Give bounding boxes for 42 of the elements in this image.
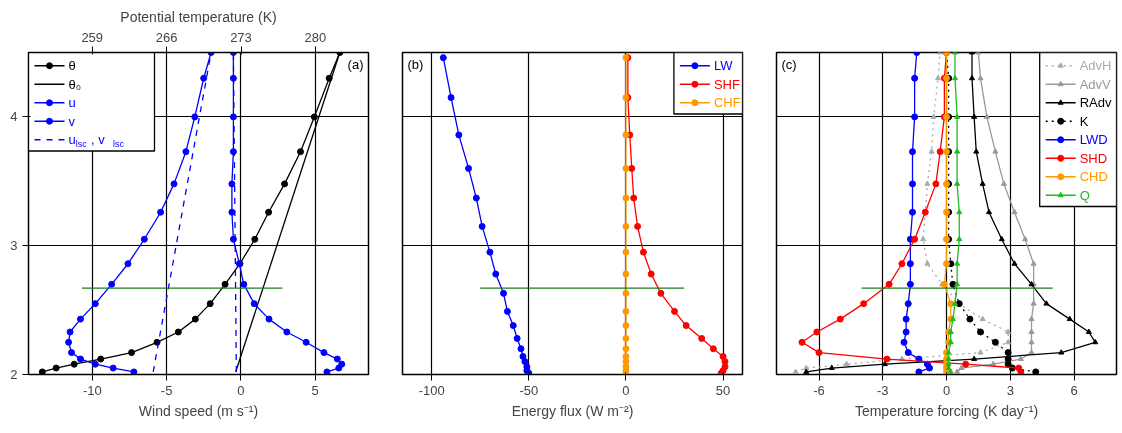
y-tick-label: 4 (10, 109, 18, 125)
x-tick-label: 0 (622, 382, 630, 398)
legend-label: AdvV (1079, 76, 1112, 92)
x-tick-label: 50 (715, 382, 731, 398)
legend-label: SHF (713, 76, 740, 92)
legend-label: u (68, 95, 76, 111)
legend-label: v (68, 113, 76, 129)
legend-label: K (1079, 113, 1089, 129)
annotation: (a) (347, 57, 364, 72)
x-tick-label: -10 (82, 382, 102, 398)
x2-tick-label: 273 (230, 29, 252, 45)
x2-tick-label: 266 (155, 29, 178, 45)
x2-tick-label: 280 (304, 29, 327, 45)
x-axis-title: Wind speed (m s⁻¹) (138, 402, 259, 419)
legend-label: θ₀ (68, 76, 82, 92)
x-tick-label: -5 (160, 382, 173, 398)
legend-label: LW (713, 58, 734, 74)
legend-label: RAdv (1079, 95, 1112, 111)
y-tick-label: 2 (10, 367, 18, 382)
x-tick-label: 6 (1070, 382, 1078, 398)
x-tick-label: -6 (813, 382, 825, 398)
x-tick-label: -3 (876, 382, 889, 398)
x-tick-label: 5 (311, 382, 319, 398)
legend-label: Q (1079, 187, 1090, 203)
x2-tick-label: 259 (81, 29, 104, 45)
legend-label: θ (68, 58, 76, 74)
x-tick-label: 0 (237, 382, 245, 398)
legend-label: CHD (1079, 169, 1108, 185)
legend-label: CHF (713, 95, 741, 111)
annotation: (b) (407, 57, 424, 72)
legend-label: LWD (1079, 132, 1108, 148)
x-axis-title: Temperature forcing (K day⁻¹) (854, 402, 1039, 419)
x-axis-title: Energy flux (W m⁻²) (511, 402, 634, 419)
x-tick-label: 0 (942, 382, 951, 398)
legend-label: AdvH (1079, 58, 1112, 74)
legend-label: SHD (1079, 150, 1108, 166)
x-tick-label: 3 (1006, 382, 1014, 398)
x-tick-label: -50 (519, 382, 539, 398)
annotation: (c) (781, 57, 797, 72)
x-tick-label: -100 (418, 382, 445, 398)
y-tick-label: 3 (10, 238, 18, 254)
x2-axis-title: Potential temperature (K) (120, 8, 277, 25)
